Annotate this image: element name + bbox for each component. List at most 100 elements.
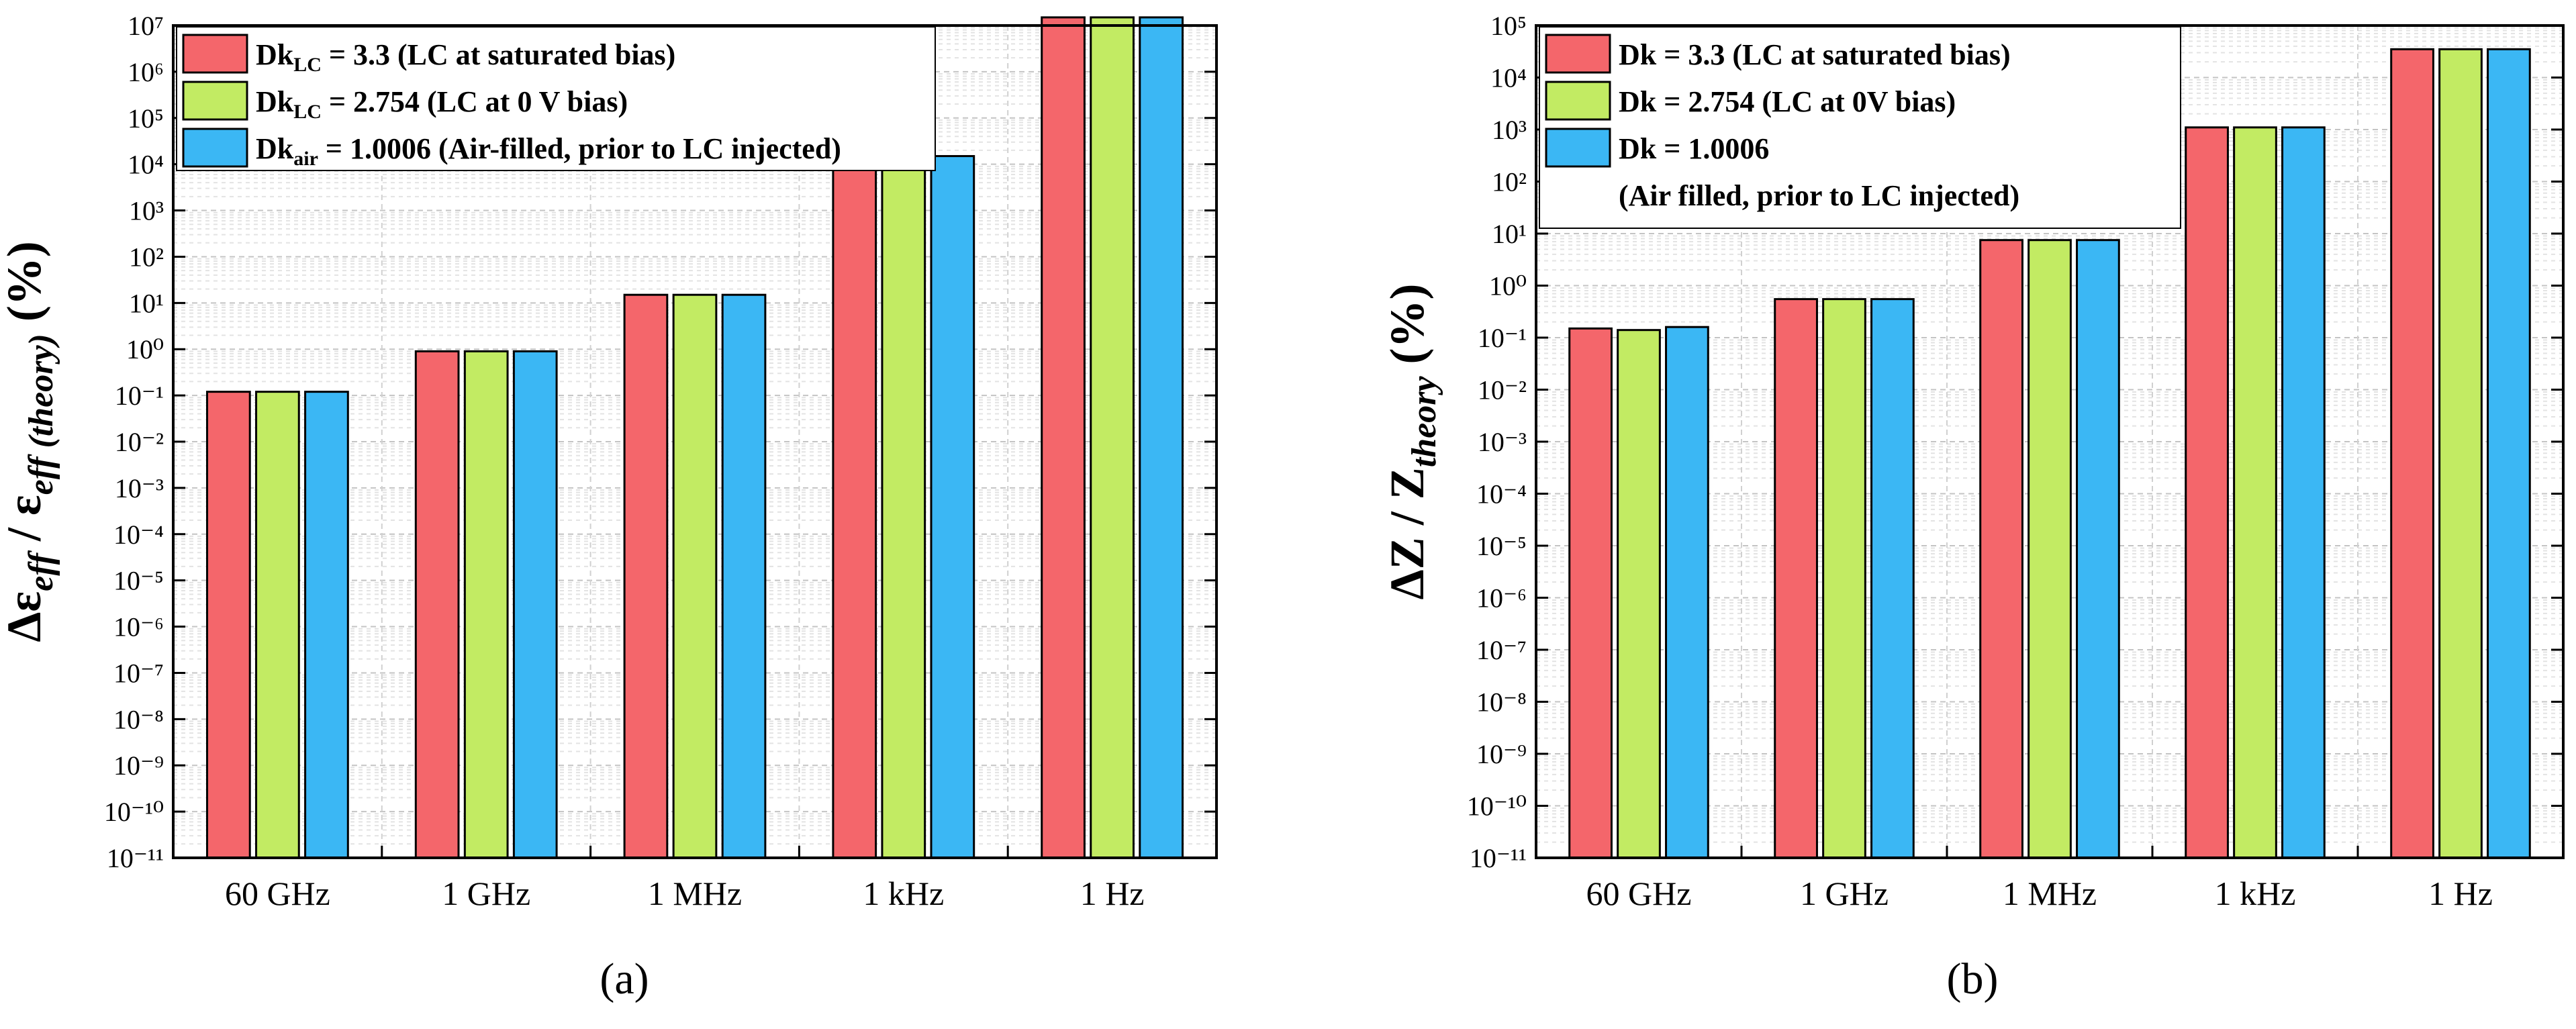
- bar-1-mhz-series-3: [2076, 239, 2120, 859]
- y-tick-label: 10⁻¹⁰: [1467, 791, 1527, 822]
- x-tick-label: 1 MHz: [2003, 875, 2097, 912]
- y-tick-label: 10⁴: [1490, 63, 1527, 93]
- y-label-subscript: eff (theory): [22, 334, 60, 495]
- legend-label-rest: = 3.3 (LC at saturated bias): [322, 38, 675, 71]
- legend-swatch-2: [182, 81, 248, 121]
- bar-1-mhz-series-2: [2028, 239, 2072, 859]
- bar-60-ghz-series-3: [1665, 326, 1709, 859]
- y-tick-label: 10⁷: [128, 11, 164, 41]
- legend-label-rest: = 2.754 (LC at 0 V bias): [322, 85, 628, 118]
- y-label-units: (%): [1380, 284, 1434, 377]
- y-label-subscript: theory: [1405, 376, 1443, 468]
- bar-1-ghz-series-2: [1822, 298, 1866, 859]
- legend-box: [176, 26, 936, 171]
- y-tick-label: 10³: [1492, 115, 1527, 145]
- x-tick-label: 1 GHz: [1800, 875, 1889, 912]
- legend-label-3: (Air filled, prior to LC injected): [1619, 179, 2019, 212]
- y-tick-label: 10⁻¹: [1478, 323, 1527, 353]
- bar-60-ghz-series-1: [1568, 327, 1613, 859]
- legend-label-subscript: LC: [293, 101, 322, 123]
- y-tick-label: 10⁻¹⁰: [104, 797, 164, 827]
- y-tick-label: 10⁻⁴: [1476, 479, 1527, 509]
- legend-label-rest: = 1.0006 (Air-filled, prior to LC inject…: [318, 132, 841, 165]
- legend-label-3: Dkair = 1.0006 (Air-filled, prior to LC …: [256, 132, 841, 170]
- y-label-part: ΔZ / Z: [1380, 467, 1434, 599]
- y-tick-label: 10⁻⁵: [1476, 531, 1527, 561]
- y-tick-label: 10⁰: [1489, 271, 1527, 301]
- legend-label-1: DkLC = 3.3 (LC at saturated bias): [256, 38, 675, 76]
- legend-label-1: Dk = 3.3 (LC at saturated bias): [1619, 38, 2011, 71]
- bar-1-hz-series-2: [1090, 16, 1135, 859]
- legend-label-2: DkLC = 2.754 (LC at 0 V bias): [256, 85, 628, 123]
- chart-panel-a: 60 GHz 1 GHz 1 MHz 1 kHz 1 Hz 10⁻¹¹ 10⁻¹⁰ 10⁻⁹ 1…: [0, 11, 1218, 912]
- legend-label-main: Dk: [256, 38, 294, 71]
- bar-1-ghz-series-2: [463, 350, 509, 859]
- bar-1-hz-series-2: [2438, 48, 2483, 859]
- bar-1-khz-series-3: [2281, 126, 2326, 859]
- y-tick-label: 10²: [129, 242, 164, 272]
- y-tick-label: 10¹: [1492, 219, 1527, 249]
- y-label-subscript: eff: [22, 550, 60, 591]
- y-tick-label: 10³: [129, 196, 164, 226]
- y-tick-label: 10⁻⁸: [113, 704, 164, 734]
- y-tick-label: 10¹: [129, 288, 164, 318]
- bar-1-ghz-series-3: [512, 350, 558, 859]
- bar-60-ghz-series-1: [206, 391, 251, 859]
- legend-label-main: Dk: [256, 132, 294, 165]
- bar-1-mhz-series-1: [1979, 239, 2023, 859]
- y-tick-label: 10⁵: [128, 103, 164, 134]
- y-tick-label: 10⁻⁵: [113, 566, 164, 596]
- y-tick-label: 10⁻⁴: [113, 520, 164, 550]
- y-tick-label: 10⁻⁷: [113, 658, 164, 688]
- bar-1-mhz-series-3: [721, 293, 767, 859]
- legend-swatch-1: [1545, 34, 1611, 74]
- bar-1-khz-series-1: [832, 155, 877, 859]
- y-label-part: Δε: [0, 591, 51, 642]
- legend-label-3: Dk = 1.0006: [1619, 132, 1769, 165]
- x-tick-label: 60 GHz: [1586, 875, 1692, 912]
- legend-label-main: Dk: [256, 85, 294, 118]
- x-tick-label: 1 kHz: [2215, 875, 2296, 912]
- bar-1-mhz-series-2: [672, 293, 718, 859]
- y-tick-label: 10²: [1492, 167, 1527, 197]
- bar-60-ghz-series-2: [255, 391, 300, 859]
- legend-swatch-3: [182, 128, 248, 168]
- plot-frame: [172, 24, 1218, 859]
- x-tick-label: 1 kHz: [863, 875, 944, 912]
- bar-1-khz-series-2: [2233, 126, 2277, 859]
- caption-b: (b): [1947, 954, 1999, 1003]
- y-tick-label: 10⁻⁶: [1476, 583, 1527, 614]
- legend-label-subscript: air: [293, 148, 318, 170]
- legend-swatch-2: [1545, 81, 1611, 121]
- bar-1-khz-series-1: [2185, 126, 2229, 859]
- x-tick-label: 1 Hz: [1080, 875, 1145, 912]
- y-axis-label: Δεeff / εeff (theory) (%): [0, 241, 60, 642]
- y-tick-label: 10⁻¹¹: [107, 843, 164, 873]
- plot-frame: [1535, 24, 2565, 859]
- y-tick-label: 10⁻⁹: [1476, 739, 1527, 769]
- bar-1-ghz-series-1: [414, 350, 460, 859]
- bar-1-ghz-series-3: [1870, 298, 1915, 859]
- x-tick-label: 60 GHz: [225, 875, 330, 912]
- y-tick-label: 10⁻³: [115, 473, 164, 503]
- y-tick-label: 10⁻²: [1478, 375, 1527, 405]
- bar-1-mhz-series-1: [623, 293, 669, 859]
- y-tick-label: 10⁻⁹: [113, 750, 164, 781]
- y-label-units: (%): [0, 241, 51, 334]
- x-tick-label: 1 Hz: [2428, 875, 2493, 912]
- bar-1-khz-series-3: [930, 155, 975, 859]
- legend-label-subscript: LC: [293, 54, 322, 76]
- y-tick-label: 10⁻¹¹: [1470, 843, 1527, 873]
- chart-panel-b: 60 GHz 1 GHz 1 MHz 1 kHz 1 Hz 10⁻¹¹ 10⁻¹⁰ 10⁻⁹ 1…: [1380, 11, 2565, 912]
- y-tick-label: 10⁻⁷: [1476, 635, 1527, 665]
- bar-60-ghz-series-3: [304, 391, 349, 859]
- y-tick-label: 10⁴: [128, 150, 164, 180]
- y-tick-label: 10⁵: [1490, 11, 1527, 41]
- bar-1-ghz-series-1: [1774, 298, 1818, 859]
- bar-1-khz-series-2: [881, 155, 926, 859]
- legend-swatch-3: [1545, 128, 1611, 168]
- y-tick-label: 10⁻²: [115, 427, 164, 457]
- bar-1-hz-series-1: [1041, 16, 1086, 859]
- bar-60-ghz-series-2: [1617, 329, 1661, 859]
- caption-a: (a): [600, 954, 649, 1003]
